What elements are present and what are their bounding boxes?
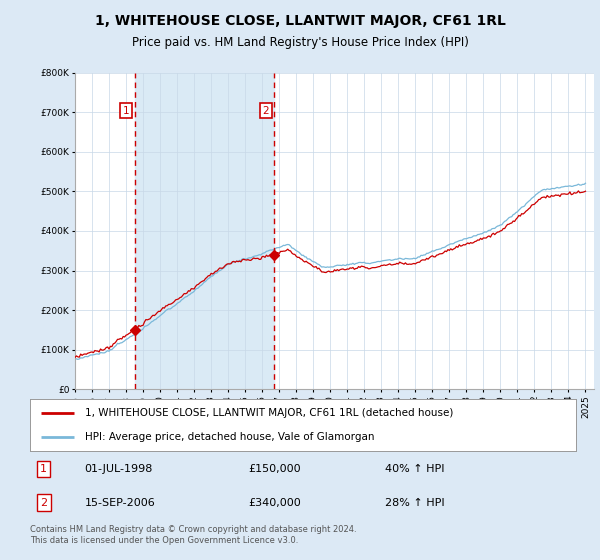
Text: 1, WHITEHOUSE CLOSE, LLANTWIT MAJOR, CF61 1RL (detached house): 1, WHITEHOUSE CLOSE, LLANTWIT MAJOR, CF6… bbox=[85, 408, 453, 418]
Text: 2: 2 bbox=[40, 497, 47, 507]
Text: 28% ↑ HPI: 28% ↑ HPI bbox=[385, 497, 445, 507]
Text: HPI: Average price, detached house, Vale of Glamorgan: HPI: Average price, detached house, Vale… bbox=[85, 432, 374, 442]
Text: 1: 1 bbox=[40, 464, 47, 474]
Text: £150,000: £150,000 bbox=[248, 464, 301, 474]
Text: 1: 1 bbox=[123, 106, 130, 116]
Text: 40% ↑ HPI: 40% ↑ HPI bbox=[385, 464, 445, 474]
Text: 15-SEP-2006: 15-SEP-2006 bbox=[85, 497, 155, 507]
Text: 1, WHITEHOUSE CLOSE, LLANTWIT MAJOR, CF61 1RL: 1, WHITEHOUSE CLOSE, LLANTWIT MAJOR, CF6… bbox=[95, 14, 505, 28]
Bar bbox=[134, 73, 274, 389]
Text: Contains HM Land Registry data © Crown copyright and database right 2024.
This d: Contains HM Land Registry data © Crown c… bbox=[30, 525, 356, 545]
Text: Price paid vs. HM Land Registry's House Price Index (HPI): Price paid vs. HM Land Registry's House … bbox=[131, 36, 469, 49]
Text: 2: 2 bbox=[262, 106, 269, 116]
Text: £340,000: £340,000 bbox=[248, 497, 301, 507]
Text: 01-JUL-1998: 01-JUL-1998 bbox=[85, 464, 153, 474]
